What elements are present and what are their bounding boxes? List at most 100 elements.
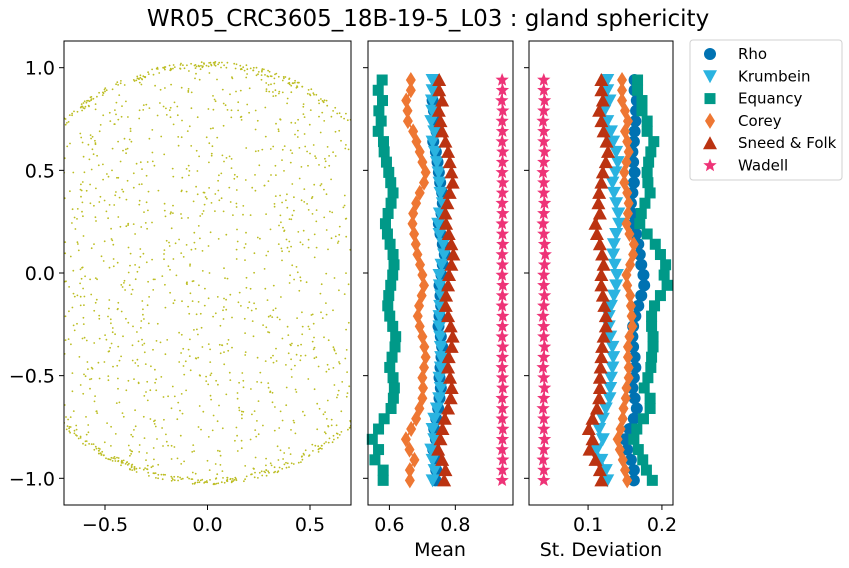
scatter-point [330, 424, 333, 427]
scatter-point [269, 391, 271, 394]
scatter-point [293, 421, 296, 424]
data-point [385, 197, 397, 209]
scatter-point [148, 475, 150, 477]
scatter-point [318, 102, 320, 105]
scatter-point [90, 168, 93, 171]
scatter-point [189, 263, 192, 266]
scatter-point [398, 305, 400, 307]
scatter-point [167, 444, 170, 447]
data-point [433, 340, 448, 354]
scatter-point [409, 312, 411, 314]
scatter-point [195, 65, 198, 68]
points-x-ticks: −0.5 0.0 0.5 [82, 505, 325, 536]
scatter-point [135, 471, 138, 473]
scatter-point [260, 74, 263, 76]
scatter-point [166, 339, 169, 341]
scatter-point [220, 481, 223, 484]
scatter-point [87, 431, 90, 434]
data-point [434, 351, 449, 365]
scatter-point [261, 148, 264, 151]
scatter-point [314, 155, 316, 158]
scatter-point [228, 155, 231, 158]
scatter-point [263, 470, 266, 473]
data-point [598, 155, 613, 169]
data-point [495, 155, 510, 168]
scatter-point [163, 249, 166, 252]
scatter-point [248, 87, 251, 90]
data-point [623, 359, 634, 376]
scatter-point [46, 149, 48, 151]
scatter-point [118, 196, 121, 199]
scatter-point [223, 267, 225, 270]
scatter-point [76, 218, 78, 220]
scatter-point [256, 381, 258, 383]
scatter-point [297, 118, 299, 121]
scatter-point [102, 260, 105, 262]
scatter-point [20, 185, 22, 187]
data-point [645, 146, 657, 158]
std-series [536, 72, 673, 489]
data-point [433, 114, 448, 128]
scatter-point [96, 95, 98, 98]
scatter-point [28, 246, 30, 248]
scatter-point [149, 418, 152, 420]
scatter-point [245, 276, 248, 279]
scatter-point [265, 464, 267, 467]
data-point [433, 186, 448, 200]
scatter-point [165, 239, 168, 242]
scatter-point [415, 291, 417, 293]
scatter-point [228, 371, 231, 374]
scatter-point [225, 233, 228, 236]
scatter-point [334, 130, 337, 133]
scatter-point [125, 100, 127, 103]
scatter-point [224, 104, 227, 107]
scatter-point [315, 93, 318, 96]
scatter-point [127, 321, 130, 324]
scatter-point [265, 457, 267, 460]
scatter-point [318, 115, 320, 118]
data-point [624, 453, 637, 466]
scatter-point [313, 388, 316, 391]
scatter-point [280, 296, 282, 298]
scatter-point [276, 445, 279, 448]
scatter-point [364, 404, 366, 406]
scatter-point [209, 394, 212, 397]
scatter-point [131, 359, 134, 362]
scatter-point [294, 122, 297, 124]
scatter-point [136, 358, 139, 361]
scatter-point [414, 281, 416, 283]
scatter-point [161, 275, 164, 277]
scatter-point [235, 90, 237, 93]
scatter-point [211, 145, 214, 148]
scatter-point [197, 333, 199, 336]
scatter-point [209, 374, 212, 377]
scatter-point [54, 129, 56, 131]
scatter-point [3, 324, 5, 326]
scatter-point [229, 201, 232, 203]
scatter-point [359, 300, 361, 302]
data-point [644, 403, 656, 415]
scatter-point [404, 342, 406, 344]
scatter-point [5, 210, 7, 212]
scatter-point [246, 103, 249, 106]
scatter-point [94, 395, 96, 397]
scatter-point [353, 226, 355, 228]
data-point [438, 134, 453, 148]
scatter-point [167, 265, 170, 268]
data-point [632, 444, 644, 456]
scatter-point [21, 173, 23, 175]
scatter-point [356, 126, 358, 128]
data-point [443, 319, 458, 333]
scatter-point [194, 67, 197, 69]
data-point [425, 74, 440, 88]
scatter-point [17, 354, 19, 356]
scatter-point [181, 119, 183, 122]
scatter-point [236, 397, 239, 400]
scatter-point [72, 292, 75, 295]
scatter-point [168, 245, 171, 247]
scatter-point [408, 324, 410, 326]
data-point [444, 165, 459, 179]
scatter-point [146, 227, 149, 230]
scatter-point [4, 220, 6, 222]
scatter-point [290, 91, 293, 94]
